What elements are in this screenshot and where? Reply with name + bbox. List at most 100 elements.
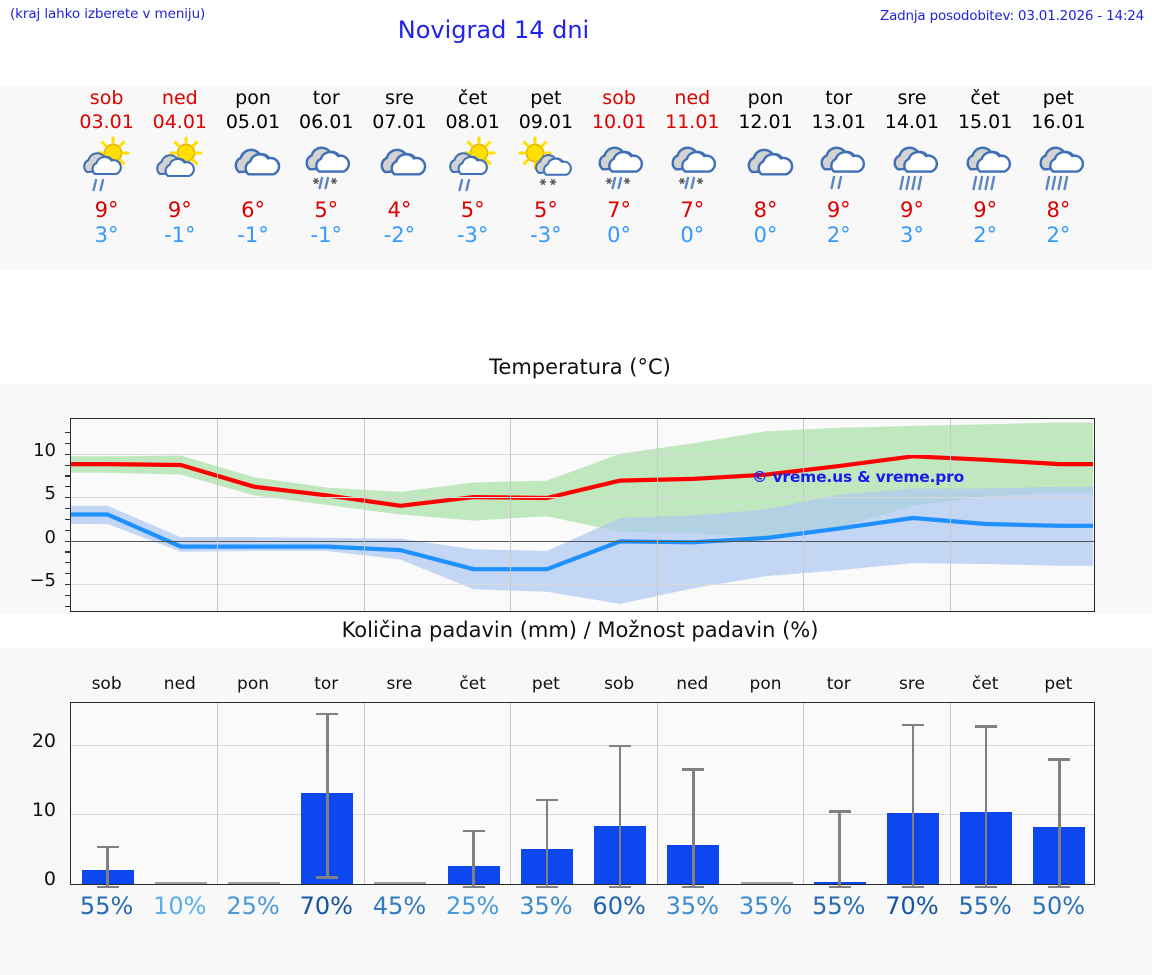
precip-day-label: sre xyxy=(386,674,413,694)
precip-day-label: čet xyxy=(971,674,999,694)
precip-probability-label: 35% xyxy=(738,892,793,920)
precip-error-bar xyxy=(545,798,549,886)
day-temp-min: 2° xyxy=(1046,223,1071,247)
temp-axis-tick xyxy=(65,453,71,455)
temp-gridline xyxy=(71,497,1094,499)
day-date: 07.01 xyxy=(372,111,427,133)
day-column-11[interactable]: tor 13.01 9° 2° xyxy=(800,86,878,248)
temp-axis-tick xyxy=(65,486,71,488)
temp-axis-tick xyxy=(65,518,71,521)
day-column-7[interactable]: pet 09.01 5° -3° xyxy=(507,86,585,248)
day-temp-min: 0° xyxy=(753,223,778,247)
precip-bar[interactable] xyxy=(228,882,281,884)
day-name: pon xyxy=(235,87,271,109)
precip-probability-label: 25% xyxy=(446,892,500,920)
precip-day-label: čet xyxy=(459,674,486,694)
day-temp-max: 9° xyxy=(973,198,998,222)
precip-bar[interactable] xyxy=(154,882,207,884)
day-date: 13.01 xyxy=(811,111,866,133)
precip-probability-label: 55% xyxy=(958,892,1012,920)
precip-error-cap xyxy=(1048,758,1071,761)
day-column-1[interactable]: sob 03.01 9° 3° xyxy=(68,86,146,248)
day-column-5[interactable]: sre 07.01 4° -2° xyxy=(360,86,438,248)
precip-bar[interactable] xyxy=(740,882,793,884)
precip-error-cap xyxy=(1048,885,1071,889)
day-column-12[interactable]: sre 14.01 9° 3° xyxy=(873,86,951,248)
day-temp-max: 5° xyxy=(533,198,558,222)
forecast-days-strip: sob 03.01 9° 3° ned 04.01 9° -1° pon 05.01 6° -1… xyxy=(0,86,1152,270)
temperature-chart-title: Temperatura (°C) xyxy=(0,352,1152,384)
precip-error-cap xyxy=(901,723,924,727)
day-name: ned xyxy=(161,87,198,109)
precip-error-cap xyxy=(316,876,339,879)
day-temp-max: 7° xyxy=(607,198,632,222)
day-column-10[interactable]: pon 12.01 8° 0° xyxy=(727,86,805,248)
day-date: 16.01 xyxy=(1031,111,1086,133)
precip-error-cap xyxy=(316,712,339,716)
precip-vertical-gridline xyxy=(217,703,219,884)
day-date: 04.01 xyxy=(152,111,208,133)
temp-gridline xyxy=(71,453,1094,455)
temp-axis-tick xyxy=(65,464,71,466)
temperature-chart-panel: Temperatura (°C) 10 5 0 −5 xyxy=(0,352,1152,628)
cloud-sleet-icon xyxy=(580,136,658,198)
day-name: čet xyxy=(457,87,488,109)
precip-gridline xyxy=(71,744,1094,746)
day-temp-min: 2° xyxy=(973,223,998,247)
temperature-series-svg xyxy=(68,422,1096,604)
precip-error-cap xyxy=(462,829,485,833)
day-date: 15.01 xyxy=(957,111,1013,133)
temp-axis-tick xyxy=(65,540,71,542)
cloud-rain-icon xyxy=(946,136,1024,198)
temp-axis-tick xyxy=(65,605,71,607)
precip-day-label: ned xyxy=(163,674,196,694)
day-column-8[interactable]: sob 10.01 7° 0° xyxy=(580,86,658,248)
precip-error-bar xyxy=(692,768,695,886)
day-name: sre xyxy=(897,87,927,109)
temp-axis-tick xyxy=(65,432,71,434)
temp-vertical-gridline xyxy=(510,419,512,611)
precip-error-bar xyxy=(984,725,988,886)
day-temp-min: 3° xyxy=(900,223,924,247)
cloud-sleet-icon xyxy=(653,136,731,198)
precip-day-label: pon xyxy=(749,674,782,694)
sun-cloud-snow-icon xyxy=(507,136,585,198)
precip-error-bar xyxy=(838,810,842,886)
temp-vertical-gridline xyxy=(217,419,219,611)
day-column-9[interactable]: ned 11.01 7° 0° xyxy=(653,86,731,248)
cloud-icon xyxy=(214,136,292,198)
day-column-3[interactable]: pon 05.01 6° -1° xyxy=(214,86,292,248)
precip-error-cap xyxy=(96,845,119,849)
cloud-rain-icon xyxy=(873,136,951,198)
spacer-area xyxy=(0,270,1152,366)
day-column-2[interactable]: ned 04.01 9° -1° xyxy=(141,86,219,248)
menu-hint-text: (kraj lahko izberete v meniju) xyxy=(10,6,206,22)
day-temp-min: 0° xyxy=(680,223,705,247)
precipitation-chart-title: Količina padavin (mm) / Možnost padavin … xyxy=(0,614,1152,648)
precip-bar[interactable] xyxy=(374,882,427,884)
day-name: čet xyxy=(970,87,1000,109)
day-column-4[interactable]: tor 06.01 5° -1° xyxy=(287,86,365,248)
day-column-6[interactable]: čet 08.01 5° -3° xyxy=(434,86,512,248)
day-temp-max: 5° xyxy=(460,198,485,222)
day-temp-max: 6° xyxy=(241,198,265,222)
day-date: 03.01 xyxy=(79,111,134,133)
day-name: pet xyxy=(1042,87,1074,109)
day-date: 11.01 xyxy=(665,111,720,133)
precip-vertical-gridline xyxy=(949,703,951,884)
precip-probability-label: 50% xyxy=(1031,892,1086,920)
day-column-14[interactable]: pet 16.01 8° 2° xyxy=(1019,86,1097,248)
day-date: 08.01 xyxy=(445,111,500,133)
temp-axis-tick xyxy=(65,442,71,445)
day-column-13[interactable]: čet 15.01 9° 2° xyxy=(946,86,1024,248)
precip-error-cap xyxy=(975,885,998,889)
precip-error-bar xyxy=(911,723,915,886)
watermark-text: © vreme.us & vreme.pro xyxy=(752,468,965,486)
cloud-icon xyxy=(727,136,805,198)
precip-day-label: pet xyxy=(1044,674,1073,694)
sun-cloud-icon xyxy=(141,136,219,198)
day-date: 14.01 xyxy=(884,111,940,133)
temp-ytick-label: 5 xyxy=(44,483,56,505)
precip-error-cap xyxy=(828,885,851,889)
precip-probability-label: 35% xyxy=(519,892,573,920)
